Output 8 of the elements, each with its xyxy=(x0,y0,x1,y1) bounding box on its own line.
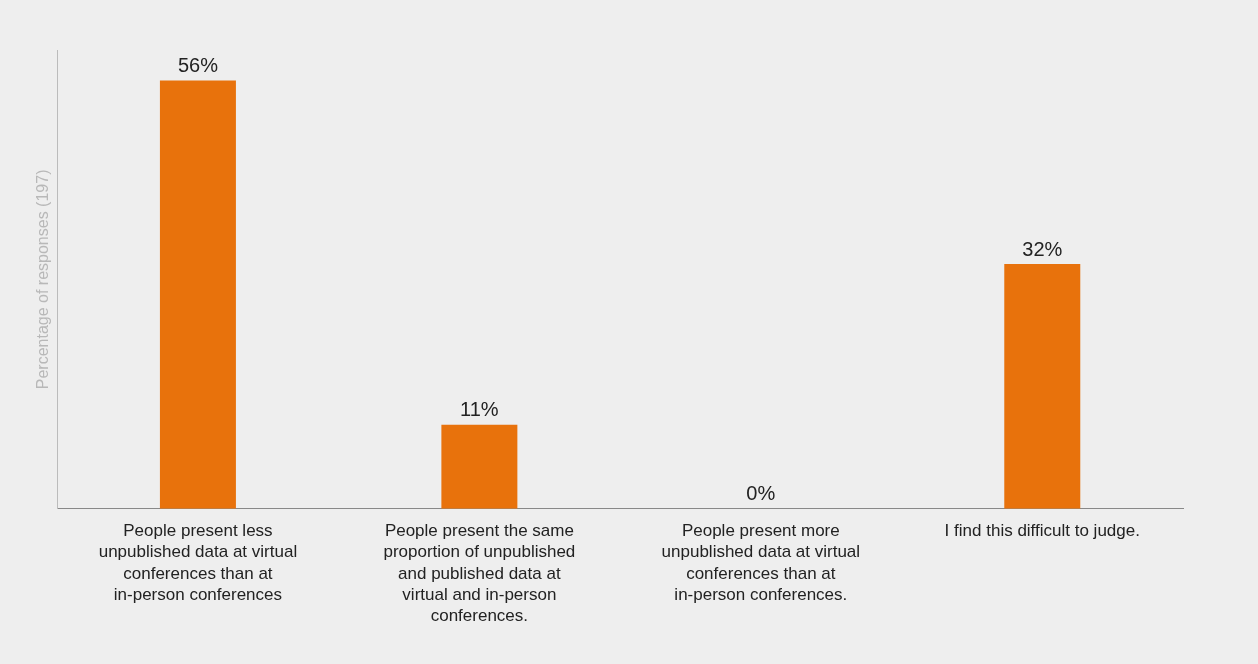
x-tick-label: I find this difficult to judge. xyxy=(944,521,1140,541)
x-tick-label: People present less unpublished data at virtual conferences than at in-person conferences xyxy=(98,521,298,604)
x-tick-label: People present the same proportion of unpublished and published data at virtual and in-person conferences. xyxy=(383,521,576,626)
x-tick-label: People present more unpublished data at virtual conferences than at in-person conferences. xyxy=(661,521,861,604)
data-label: 0% xyxy=(746,482,776,505)
data-label: 32% xyxy=(1022,237,1063,260)
data-label: 56% xyxy=(177,54,219,77)
data-label: 11% xyxy=(460,398,499,421)
